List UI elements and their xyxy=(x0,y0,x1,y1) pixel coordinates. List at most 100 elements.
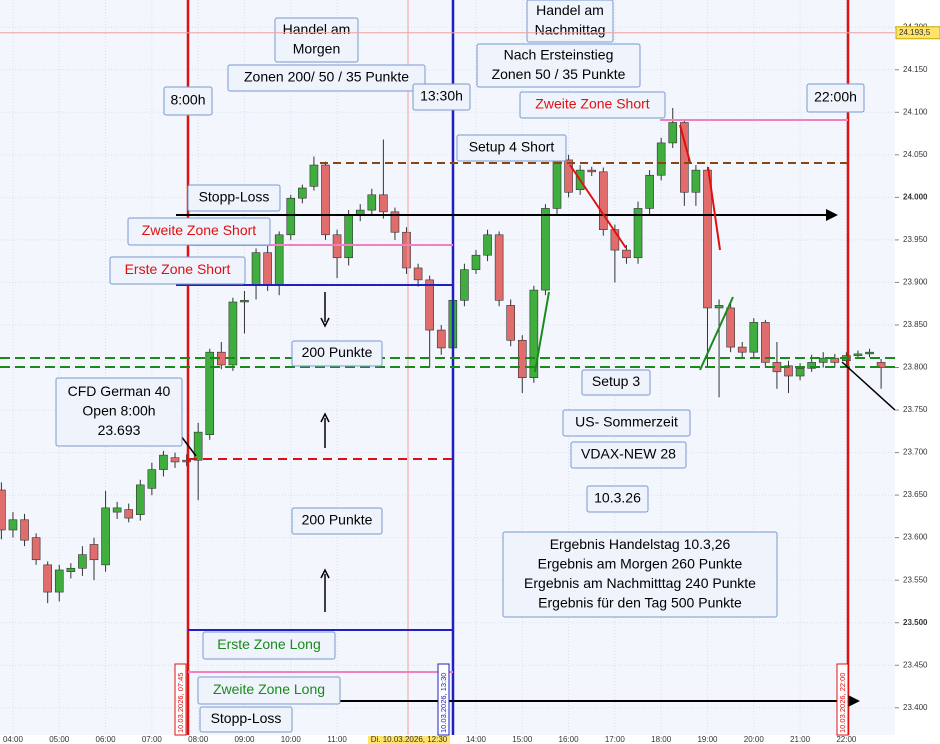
annotation-box xyxy=(291,507,383,535)
candle xyxy=(124,503,134,523)
annotation-box xyxy=(197,676,341,705)
y-tick-label: 24.100 xyxy=(903,107,928,116)
annotation-text: Erste Zone Short xyxy=(125,261,231,277)
candle-body xyxy=(807,362,816,369)
y-tick-label: 23.400 xyxy=(903,703,928,712)
candle xyxy=(135,479,145,521)
candle-body xyxy=(205,351,215,436)
annotation-box xyxy=(570,441,687,469)
candle-body xyxy=(263,252,272,286)
candle-body xyxy=(66,567,76,572)
candle xyxy=(541,204,550,296)
candle xyxy=(78,546,87,576)
annotation-text: 200 Punkte xyxy=(302,344,373,360)
arrow xyxy=(569,124,721,251)
candle xyxy=(147,462,157,496)
candle xyxy=(390,207,400,240)
candle xyxy=(749,318,759,358)
date-label-box xyxy=(437,663,450,736)
candle-body xyxy=(714,305,724,309)
candle xyxy=(286,194,296,240)
annotation-box xyxy=(502,531,778,618)
y-tick-label: 23.700 xyxy=(903,448,928,457)
annotation-text: Setup 4 Short xyxy=(469,139,555,155)
candle-body xyxy=(54,569,64,593)
annotation-box xyxy=(227,64,426,92)
y-axis-area xyxy=(895,0,940,744)
annotation-box xyxy=(581,369,651,396)
candle-body xyxy=(332,234,342,259)
candle-body xyxy=(344,214,353,259)
candle-body xyxy=(818,357,828,363)
candle-body xyxy=(0,489,6,531)
candle xyxy=(761,319,770,368)
candle xyxy=(876,358,886,389)
x-tick-label: 10:00 xyxy=(281,735,302,744)
candle-body xyxy=(494,234,504,301)
candle-body xyxy=(413,267,423,281)
candle-body xyxy=(506,305,516,341)
candle-body xyxy=(170,457,180,463)
candle-body xyxy=(309,164,319,187)
x-tick-label: 07:00 xyxy=(142,735,163,744)
annotation-text: Ergebnis Handelstag 10.3,26 xyxy=(550,536,731,552)
annotation-text: US- Sommerzeit xyxy=(575,414,678,430)
x-tick-label: 20:00 xyxy=(744,735,765,744)
annotation-text: Zonen 50 / 35 Punkte xyxy=(492,66,626,82)
annotation-box xyxy=(526,0,614,43)
annotation-box xyxy=(291,340,383,367)
date-label-box xyxy=(174,663,187,736)
candle xyxy=(205,348,215,440)
annotation-box xyxy=(562,409,691,437)
arrow xyxy=(534,291,734,373)
x-tick-label: 05:00 xyxy=(49,735,70,744)
candle xyxy=(43,561,52,604)
candle xyxy=(298,184,307,204)
candle xyxy=(0,482,6,540)
candle-body xyxy=(89,544,99,561)
candle-body xyxy=(460,269,469,301)
annotation-box xyxy=(55,377,183,447)
y-tick-label: 24.000 xyxy=(903,192,928,201)
labels: 24.20024.15024.10024.05024.00023.95023.9… xyxy=(0,22,940,744)
annotation-box xyxy=(202,631,336,660)
candle-body xyxy=(124,509,134,519)
candle xyxy=(668,108,678,149)
y-tick-label: 23.650 xyxy=(903,490,928,499)
candle-body xyxy=(668,122,678,144)
candle-body xyxy=(691,169,701,193)
candle-body xyxy=(31,537,41,561)
annotation-text: Ergebnis am Nachmitttag 240 Punkte xyxy=(524,575,756,591)
candle xyxy=(367,188,377,217)
y-tick-label: 23.900 xyxy=(903,278,928,287)
candle xyxy=(818,352,828,368)
x-tick-label: 19:00 xyxy=(697,735,718,744)
candle-body xyxy=(587,169,597,173)
candle-body xyxy=(8,519,18,531)
candle-body xyxy=(101,507,110,566)
candle-body xyxy=(483,234,492,256)
candle-body xyxy=(633,208,643,259)
y-tick-label: 24.150 xyxy=(903,65,928,74)
candle-body xyxy=(645,174,654,209)
candle xyxy=(506,299,516,347)
candle-body xyxy=(251,252,261,286)
y-tick-label: 24.050 xyxy=(903,150,928,159)
y-tick-label: 23.550 xyxy=(903,575,928,584)
candle-body xyxy=(726,307,735,348)
candle xyxy=(587,166,597,177)
candle-body xyxy=(298,187,307,199)
y-tick-label: 23.600 xyxy=(903,533,928,542)
annotation-text: 22:00h xyxy=(814,89,857,105)
candle-body xyxy=(182,459,191,463)
candle xyxy=(193,422,203,501)
candle xyxy=(599,167,608,236)
candle xyxy=(240,290,249,334)
candle xyxy=(471,250,481,274)
candle-body xyxy=(240,299,249,303)
candle xyxy=(31,533,41,565)
candle xyxy=(402,227,411,274)
annotation-text: 8:00h xyxy=(170,92,205,108)
x-tick-label: 16:00 xyxy=(559,735,580,744)
candle-body xyxy=(390,211,400,233)
